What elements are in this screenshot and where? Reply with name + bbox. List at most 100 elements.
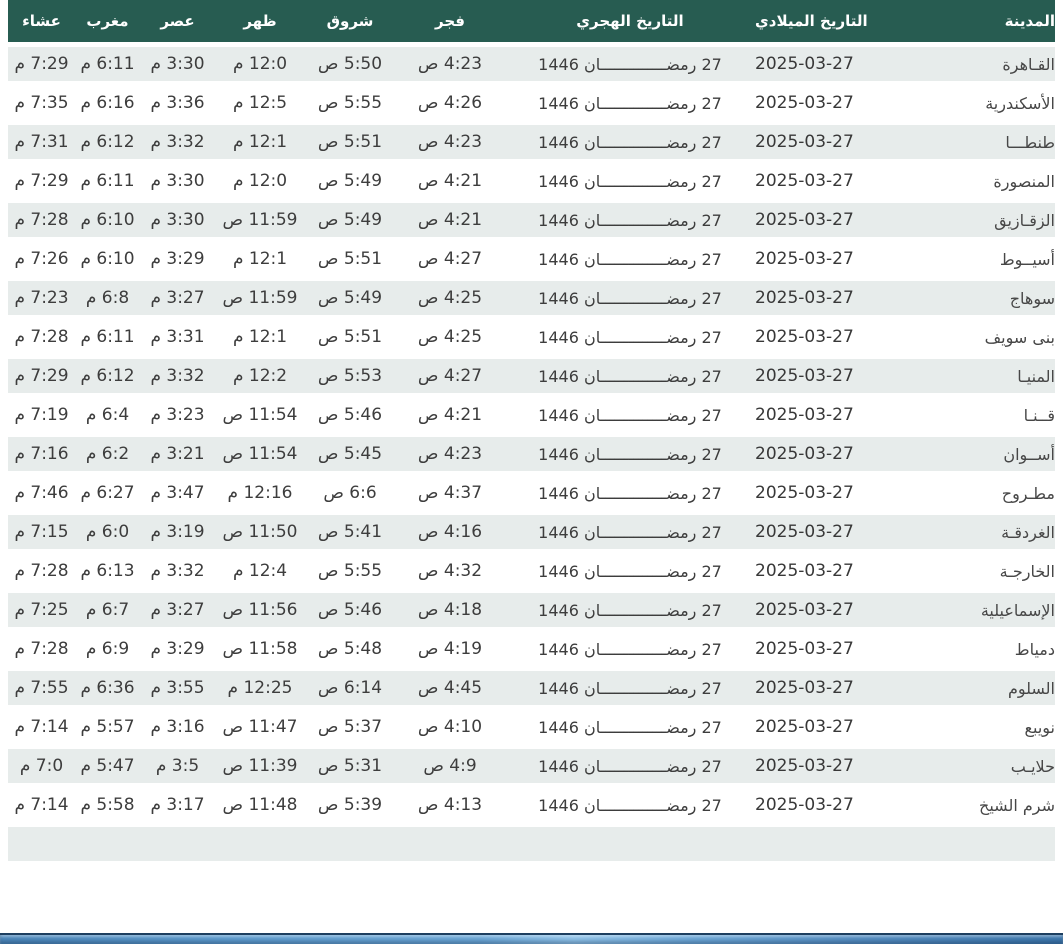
- hijri-date-cell: 27 رمضــــــــــــــان 1446: [538, 327, 722, 347]
- asr-time-cell: 3:32 م: [150, 561, 205, 581]
- hijri-date-cell: 27 رمضــــــــــــــان 1446: [538, 483, 722, 503]
- table-row: المنيـا 2025-03-27 27 رمضــــــــــــــا…: [8, 359, 1055, 393]
- isha-time-cell: 7:14 م: [14, 717, 69, 737]
- gregorian-date-cell: 2025-03-27: [755, 671, 940, 705]
- fajr-time-cell: 4:37 ص: [417, 483, 483, 503]
- column-header-gregorian-date: التاريخ الميلادي: [755, 0, 940, 42]
- maghrib-time-cell: 6:12 م: [75, 359, 140, 393]
- table-row: أســوان 2025-03-27 27 رمضــــــــــــــا…: [8, 437, 1055, 471]
- city-cell: حلايـب: [940, 749, 1055, 783]
- sunrise-time-cell: 5:45 ص: [305, 437, 395, 471]
- dhuhr-time-cell: 11:59 ص: [215, 281, 305, 315]
- city-cell: بنى سويف: [984, 327, 1055, 347]
- city-cell: الغردقـة: [940, 515, 1055, 549]
- city-cell: الزقـازيق: [940, 203, 1055, 237]
- table-row: الزقـازيق 2025-03-27 27 رمضـــــــــــــ…: [8, 203, 1055, 237]
- dhuhr-time-cell: 11:59 ص: [215, 203, 305, 237]
- table-row: طنطـــا 2025-03-27 27 رمضــــــــــــــا…: [8, 125, 1055, 159]
- gregorian-date-cell: 2025-03-27: [755, 359, 940, 393]
- sunrise-time-cell: 5:49 ص: [305, 203, 395, 237]
- asr-time-cell: 3:30 م: [140, 47, 215, 81]
- fajr-time-cell: 4:26 ص: [417, 93, 483, 113]
- hijri-date-cell: 27 رمضــــــــــــــان 1446: [538, 561, 722, 581]
- gregorian-date-cell: 2025-03-27: [755, 717, 854, 737]
- isha-time-cell: 7:29 م: [8, 359, 75, 393]
- table-row: الإسماعيلية 2025-03-27 27 رمضـــــــــــ…: [8, 593, 1055, 627]
- sunrise-time-cell: 5:51 ص: [317, 249, 383, 269]
- gregorian-date-cell: 2025-03-27: [755, 437, 940, 471]
- isha-time-cell: 7:25 م: [8, 593, 75, 627]
- fajr-time-cell: 4:16 ص: [395, 515, 505, 549]
- fajr-time-cell: 4:25 ص: [417, 327, 483, 347]
- sunrise-time-cell: 5:53 ص: [305, 359, 395, 393]
- isha-time-cell: 7:16 م: [8, 437, 75, 471]
- isha-time-cell: 7:0 م: [8, 749, 75, 783]
- dhuhr-time-cell: 11:47 ص: [222, 717, 298, 737]
- fajr-time-cell: 4:25 ص: [395, 281, 505, 315]
- dhuhr-time-cell: 11:58 ص: [222, 639, 298, 659]
- hijri-date-cell: 27 رمضــــــــــــــان 1446: [538, 171, 722, 191]
- fajr-time-cell: 4:27 ص: [417, 249, 483, 269]
- dhuhr-time-cell: 11:54 ص: [222, 405, 298, 425]
- table-row: حلايـب 2025-03-27 27 رمضــــــــــــــان…: [8, 749, 1055, 783]
- maghrib-time-cell: 6:11 م: [80, 327, 135, 347]
- maghrib-time-cell: 5:47 م: [75, 749, 140, 783]
- table-row: الغردقـة 2025-03-27 27 رمضــــــــــــــ…: [8, 515, 1055, 549]
- column-header-sunrise: شروق: [305, 0, 395, 42]
- hijri-date-cell: 27 رمضــــــــــــــان 1446: [538, 795, 722, 815]
- asr-time-cell: 3:31 م: [150, 327, 205, 347]
- column-header-asr: عصر: [140, 0, 215, 42]
- sunrise-time-cell: 5:48 ص: [317, 639, 383, 659]
- hijri-date-cell: 27 رمضــــــــــــــان 1446: [538, 93, 722, 113]
- maghrib-time-cell: 6:0 م: [75, 515, 140, 549]
- sunrise-time-cell: 5:55 ص: [317, 561, 383, 581]
- city-cell: أسيــوط: [999, 249, 1055, 269]
- prayer-times-table: المدينة التاريخ الميلادي التاريخ الهجري …: [8, 0, 1055, 827]
- dhuhr-time-cell: 12:4 م: [232, 561, 288, 581]
- column-header-maghrib: مغرب: [75, 0, 140, 42]
- dhuhr-time-cell: 11:54 ص: [215, 437, 305, 471]
- gregorian-date-cell: 2025-03-27: [755, 93, 854, 113]
- isha-time-cell: 7:28 م: [8, 203, 75, 237]
- isha-time-cell: 7:31 م: [8, 125, 75, 159]
- maghrib-time-cell: 5:57 م: [80, 717, 135, 737]
- sunrise-time-cell: 5:46 ص: [317, 405, 383, 425]
- asr-time-cell: 3:16 م: [150, 717, 205, 737]
- gregorian-date-cell: 2025-03-27: [755, 125, 940, 159]
- isha-time-cell: 7:26 م: [14, 249, 69, 269]
- table-row: القـاهرة 2025-03-27 27 رمضــــــــــــــ…: [8, 47, 1055, 81]
- sunrise-time-cell: 5:50 ص: [305, 47, 395, 81]
- dhuhr-time-cell: 11:50 ص: [215, 515, 305, 549]
- isha-time-cell: 7:19 م: [14, 405, 69, 425]
- isha-time-cell: 7:23 م: [8, 281, 75, 315]
- trailing-empty-row-band: [8, 827, 1055, 861]
- table-row: بنى سويف 2025-03-27 27 رمضــــــــــــــ…: [8, 320, 1055, 354]
- table-row: قــنـا 2025-03-27 27 رمضــــــــــــــان…: [8, 398, 1055, 432]
- gregorian-date-cell: 2025-03-27: [755, 171, 854, 191]
- hijri-date-cell: 27 رمضــــــــــــــان 1446: [505, 437, 755, 471]
- table-row: أسيــوط 2025-03-27 27 رمضــــــــــــــا…: [8, 242, 1055, 276]
- dhuhr-time-cell: 12:5 م: [232, 93, 288, 113]
- fajr-time-cell: 4:27 ص: [395, 359, 505, 393]
- hijri-date-cell: 27 رمضــــــــــــــان 1446: [538, 405, 722, 425]
- isha-time-cell: 7:46 م: [14, 483, 69, 503]
- gregorian-date-cell: 2025-03-27: [755, 281, 940, 315]
- city-cell: دمياط: [1014, 639, 1055, 659]
- asr-time-cell: 3:30 م: [140, 203, 215, 237]
- isha-time-cell: 7:29 م: [8, 47, 75, 81]
- gregorian-date-cell: 2025-03-27: [755, 515, 940, 549]
- gregorian-date-cell: 2025-03-27: [755, 749, 940, 783]
- city-cell: شرم الشيخ: [979, 795, 1055, 815]
- maghrib-time-cell: 6:10 م: [75, 203, 140, 237]
- hijri-date-cell: 27 رمضــــــــــــــان 1446: [505, 203, 755, 237]
- city-cell: سوهاج: [940, 281, 1055, 315]
- dhuhr-time-cell: 12:16 م: [227, 483, 293, 503]
- city-cell: الخارجـة: [999, 561, 1055, 581]
- dhuhr-time-cell: 11:39 ص: [215, 749, 305, 783]
- city-cell: مطـروح: [1001, 483, 1055, 503]
- gregorian-date-cell: 2025-03-27: [755, 483, 854, 503]
- gregorian-date-cell: 2025-03-27: [755, 561, 854, 581]
- table-row: الخارجـة 2025-03-27 27 رمضــــــــــــــ…: [8, 554, 1055, 588]
- city-cell: الأسكندرية: [985, 93, 1055, 113]
- gregorian-date-cell: 2025-03-27: [755, 249, 854, 269]
